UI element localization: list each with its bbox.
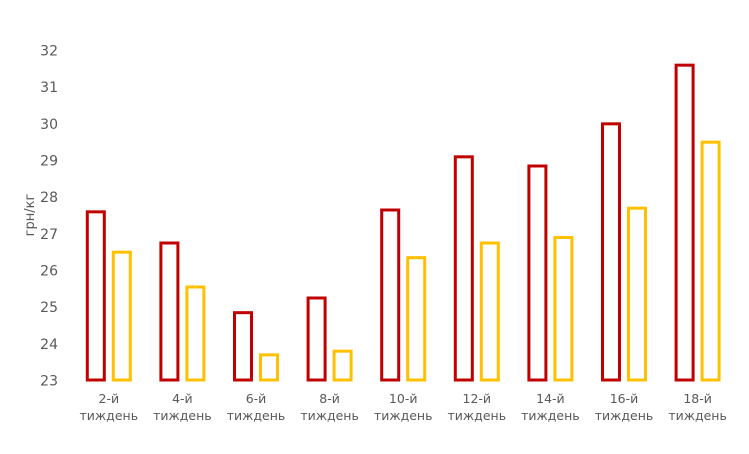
bar-series-2 bbox=[553, 236, 574, 382]
y-tick-label: 23 bbox=[40, 374, 58, 390]
bar-series-1 bbox=[159, 241, 180, 382]
bar-series-1 bbox=[674, 63, 695, 382]
y-tick-label: 24 bbox=[40, 337, 58, 353]
x-tick-label-line: 14-й bbox=[536, 391, 565, 406]
x-tick-label-line: тиждень bbox=[448, 408, 507, 423]
y-axis-label: грн/кг bbox=[23, 194, 38, 237]
x-tick-label-line: тиждень bbox=[153, 408, 212, 423]
bar-series-1 bbox=[85, 210, 106, 382]
x-tick-label: 18-й тиждень bbox=[668, 391, 727, 423]
y-tick-label: 30 bbox=[40, 117, 58, 133]
x-tick-label-line: тиждень bbox=[227, 408, 286, 423]
bar-series-1 bbox=[306, 296, 327, 382]
x-tick-label: 4-й тиждень bbox=[153, 391, 212, 423]
y-tick-label: 32 bbox=[40, 44, 58, 60]
x-tick-label: 2-й тиждень bbox=[80, 391, 139, 423]
y-tick-label: 31 bbox=[40, 80, 58, 96]
bar-series-2 bbox=[406, 256, 427, 382]
y-tick-label: 27 bbox=[40, 227, 58, 243]
x-tick-label-line: 18-й bbox=[683, 391, 712, 406]
y-tick-label: 28 bbox=[40, 190, 58, 206]
x-tick-label-line: 6-й bbox=[246, 391, 267, 406]
bar-series-1 bbox=[453, 155, 474, 382]
y-tick-label: 26 bbox=[40, 264, 58, 280]
x-tick-label: 16-й тиждень bbox=[595, 391, 654, 423]
bar-series-1 bbox=[380, 208, 401, 382]
x-tick-label-line: 16-й bbox=[610, 391, 639, 406]
bar-series-2 bbox=[479, 241, 500, 382]
x-tick-label-line: 10-й bbox=[389, 391, 418, 406]
y-axis-ticks: 23 24 25 26 27 28 29 30 31 32 bbox=[40, 44, 58, 390]
x-tick-label-line: 8-й bbox=[319, 391, 340, 406]
x-tick-label-line: 12-й bbox=[463, 391, 492, 406]
x-tick-label-line: 2-й bbox=[99, 391, 120, 406]
x-tick-label: 14-й тиждень bbox=[521, 391, 580, 423]
x-tick-label-line: тиждень bbox=[668, 408, 727, 423]
x-axis-ticks: 2-й тиждень 4-й тиждень 6-й тиждень 8-й тиждень… bbox=[80, 391, 727, 423]
bar-series-2 bbox=[700, 140, 721, 382]
x-tick-label-line: тиждень bbox=[374, 408, 433, 423]
bar-series-1 bbox=[527, 164, 548, 382]
bar-series-2 bbox=[332, 349, 353, 382]
bars bbox=[85, 63, 721, 382]
bar-series-1 bbox=[601, 122, 621, 382]
y-tick-label: 29 bbox=[40, 154, 58, 170]
x-tick-label-line: тиждень bbox=[80, 408, 139, 423]
bar-series-2 bbox=[185, 285, 206, 382]
bar-series-1 bbox=[233, 311, 253, 382]
x-tick-label-line: тиждень bbox=[521, 408, 580, 423]
x-tick-label: 12-й тиждень bbox=[448, 391, 507, 423]
bar-series-2 bbox=[259, 353, 279, 382]
bar-series-2 bbox=[111, 250, 132, 382]
bar-series-2 bbox=[627, 206, 647, 382]
y-tick-label: 25 bbox=[40, 300, 58, 316]
x-tick-label: 8-й тиждень bbox=[300, 391, 359, 423]
x-tick-label-line: тиждень bbox=[595, 408, 654, 423]
x-tick-label: 10-й тиждень bbox=[374, 391, 433, 423]
x-tick-label-line: 4-й bbox=[172, 391, 193, 406]
x-tick-label: 6-й тиждень bbox=[227, 391, 286, 423]
x-tick-label-line: тиждень bbox=[300, 408, 359, 423]
